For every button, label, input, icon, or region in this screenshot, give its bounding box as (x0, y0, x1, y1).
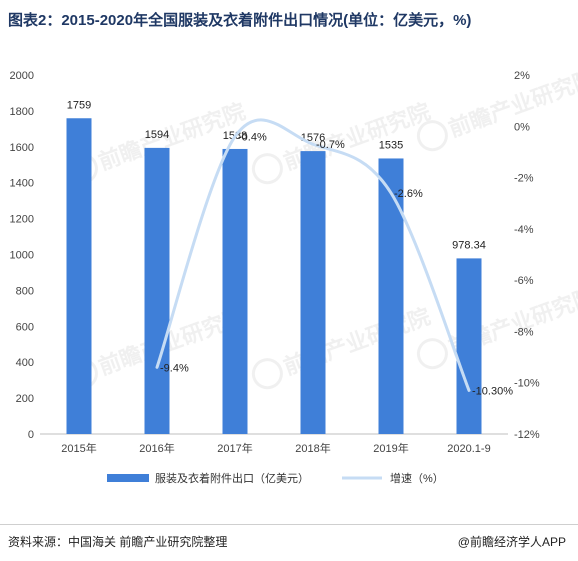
brand-credit: @前瞻经济学人APP (457, 535, 566, 549)
bar (144, 147, 170, 434)
y-right-tick-label: -8% (514, 326, 534, 338)
growth-line (155, 118, 471, 392)
x-tick-label: 2019年 (373, 441, 408, 455)
watermark-logo: 前瞻产业研究院 (416, 284, 578, 370)
y-left-tick-label: 600 (16, 321, 34, 333)
y-right-tick-label: -4% (514, 224, 534, 236)
y-right-tick-label: -10% (514, 378, 540, 390)
growth-value-label: -0.7% (316, 139, 345, 151)
bar (378, 158, 404, 434)
x-tick-label: 2015年 (61, 441, 96, 455)
y-axis-right: -12% -10% -8% -6% -4% -2% 0% 2% (514, 70, 540, 441)
watermark-logo: 前瞻产业研究院 (251, 304, 434, 390)
footer: 资料来源：中国海关 前瞻产业研究院整理 @前瞻经济学人APP (0, 524, 578, 561)
watermark-logo-mark (251, 153, 283, 185)
y-right-tick-label: 2% (514, 70, 530, 82)
x-tick-label: 2016年 (139, 441, 174, 455)
growth-value-label: -0.4% (238, 132, 267, 144)
watermark-logo-mark (416, 120, 448, 152)
x-tick-label: 2017年 (217, 441, 252, 455)
legend-label-bar: 服装及衣着附件出口（亿美元） (155, 471, 309, 485)
x-tick-label: 2018年 (295, 441, 330, 455)
source-note: 资料来源：中国海关 前瞻产业研究院整理 (8, 535, 228, 549)
y-right-tick-label: -6% (514, 275, 534, 287)
growth-value-label: -9.4% (160, 362, 189, 374)
y-left-tick-label: 800 (16, 285, 34, 297)
bar (66, 118, 92, 435)
y-right-tick-label: -12% (514, 429, 540, 441)
bar-value-label: 1594 (145, 129, 169, 141)
y-axis-left: 0 200 400 600 800 1000 1200 1400 1600 1800 2000 (10, 70, 34, 441)
y-left-tick-label: 200 (16, 393, 34, 405)
y-left-tick-label: 2000 (10, 70, 34, 82)
x-axis-ticks: 2015年 2016年 2017年 2018年 2019年 2020.1-9 (61, 441, 490, 455)
legend-swatch-bar (107, 474, 149, 482)
bar-value-label: 1535 (379, 139, 403, 151)
legend-label-line: 增速（%） (390, 471, 444, 485)
x-tick-label: 2020.1-9 (447, 443, 490, 455)
chart-title: 图表2：2015-2020年全国服装及衣着附件出口情况(单位：亿美元，%) (8, 12, 472, 29)
bar (222, 148, 248, 435)
growth-value-label: -10.30% (472, 385, 513, 397)
y-left-tick-label: 1800 (10, 106, 34, 118)
y-right-tick-label: 0% (514, 121, 530, 133)
y-left-tick-label: 1400 (10, 178, 34, 190)
y-left-tick-label: 400 (16, 357, 34, 369)
watermark-logo-mark (416, 338, 448, 370)
bar (300, 151, 326, 434)
growth-value-label: -2.6% (394, 188, 423, 200)
watermark-logo: 前瞻产业研究院 (416, 66, 578, 152)
legend: 服装及衣着附件出口（亿美元） 增速（%） (107, 471, 444, 485)
y-left-tick-label: 1600 (10, 142, 34, 154)
watermark-logo-mark (251, 358, 283, 390)
bar-value-label: 978.34 (452, 239, 486, 251)
y-right-tick-label: -2% (514, 173, 534, 185)
watermark-text: 前瞻产业研究院 (445, 66, 578, 143)
bar (456, 258, 482, 434)
y-left-tick-label: 1200 (10, 214, 34, 226)
bar-value-label: 1759 (67, 99, 91, 111)
y-left-tick-label: 0 (28, 429, 34, 441)
line-series: -9.4% -0.4% -0.7% -2.6% -10.30% (155, 118, 513, 397)
y-left-tick-label: 1000 (10, 250, 34, 262)
